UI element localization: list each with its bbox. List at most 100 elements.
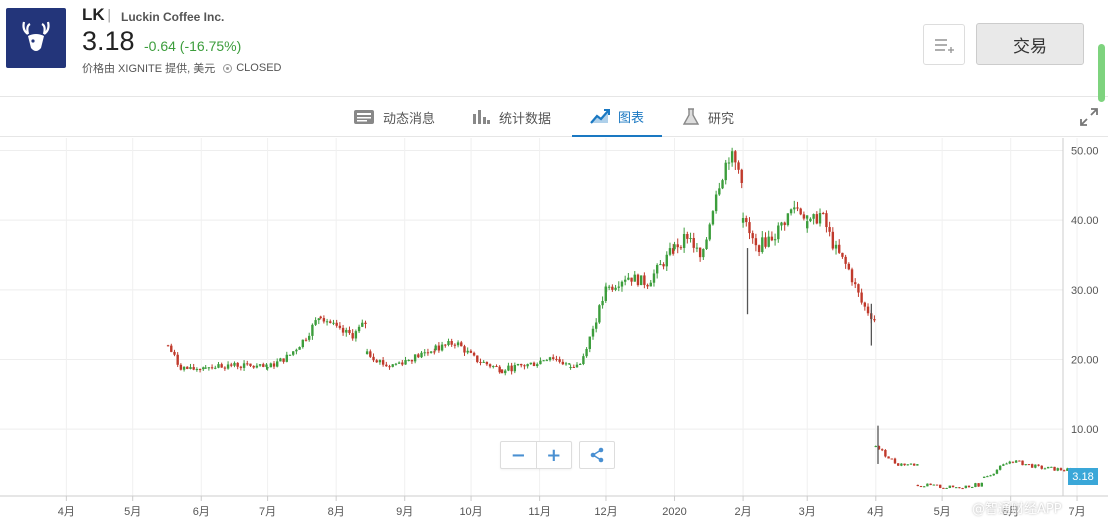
candle-body xyxy=(329,321,332,323)
add-to-watchlist-button[interactable] xyxy=(923,24,965,65)
candle-body xyxy=(513,365,517,372)
candle-body xyxy=(942,487,945,489)
zoom-out-button[interactable]: − xyxy=(501,442,537,468)
candle-body xyxy=(265,364,268,367)
candle-body xyxy=(874,446,877,448)
candle-body xyxy=(381,360,385,365)
candle-body xyxy=(841,252,844,257)
candle-body xyxy=(802,214,806,219)
candle-body xyxy=(745,218,748,223)
candle-body xyxy=(815,214,819,224)
x-tick-label: 7月 xyxy=(259,506,276,518)
candle-body xyxy=(166,345,170,347)
candle-body xyxy=(923,486,926,488)
candle-body xyxy=(510,365,513,372)
candle-body xyxy=(426,352,430,354)
candle-body xyxy=(757,245,761,253)
candle-body xyxy=(407,359,410,361)
candle-body xyxy=(916,464,919,466)
candle-body xyxy=(1046,466,1050,469)
candle-body xyxy=(319,316,322,319)
candle-body xyxy=(636,274,640,286)
expand-icon[interactable] xyxy=(1079,107,1099,127)
candle-body xyxy=(308,335,311,340)
candle-body xyxy=(1040,465,1043,469)
news-icon xyxy=(354,110,374,124)
candle-body xyxy=(737,162,740,170)
candle-body xyxy=(388,366,391,368)
candle-body xyxy=(877,446,881,450)
candle-body xyxy=(492,366,495,368)
candle-body xyxy=(727,162,731,164)
candle-body xyxy=(397,362,401,364)
x-tick-label: 2020 xyxy=(662,506,686,518)
candlestick-chart[interactable]: 50.00 40.00 30.00 20.00 10.00 4月 5月 6月 7月 8月 9月 10月… xyxy=(0,138,1108,523)
candle-body xyxy=(989,475,992,477)
candle-body xyxy=(982,476,986,478)
candle-body xyxy=(292,351,295,355)
candle-body xyxy=(1034,464,1037,468)
candle-body xyxy=(266,367,269,369)
candle-body xyxy=(754,238,758,246)
candle-body xyxy=(578,363,582,365)
candle-body xyxy=(450,340,453,345)
candle-body xyxy=(796,207,799,209)
candle-body xyxy=(1011,461,1015,463)
x-tick-label: 5月 xyxy=(124,506,141,518)
candle-body xyxy=(662,264,665,267)
candle-body xyxy=(433,351,436,353)
candle-body xyxy=(552,357,555,359)
candle-body xyxy=(516,363,520,366)
candle-body xyxy=(1062,470,1066,472)
x-tick-label: 11月 xyxy=(528,506,550,518)
price-chart[interactable]: 50.00 40.00 30.00 20.00 10.00 4月 5月 6月 7月 8月 9月 10月… xyxy=(0,138,1108,523)
candle-body xyxy=(825,213,828,228)
candle-body xyxy=(873,319,876,321)
x-tick-label: 9月 xyxy=(396,506,413,518)
tab-news[interactable]: 动态消息 xyxy=(353,97,443,137)
scrollbar-thumb[interactable] xyxy=(1098,44,1105,102)
candle-body xyxy=(958,487,961,489)
candle-body xyxy=(564,363,568,365)
candle-body xyxy=(301,339,305,348)
trade-button[interactable]: 交易 xyxy=(976,23,1084,65)
candle-body xyxy=(630,277,633,282)
candle-body xyxy=(789,209,793,214)
candle-body xyxy=(437,345,441,351)
tab-research[interactable]: 研究 xyxy=(682,97,752,137)
share-button[interactable] xyxy=(579,441,615,469)
candle-body xyxy=(740,169,743,183)
candle-body xyxy=(748,222,751,234)
candle-body xyxy=(440,344,444,351)
candle-body xyxy=(668,248,672,255)
candle-body xyxy=(838,244,841,253)
candle-body xyxy=(282,358,285,362)
candle-body xyxy=(1018,460,1021,462)
zoom-in-button[interactable]: + xyxy=(546,444,562,466)
candle-body xyxy=(679,247,683,249)
candle-body xyxy=(258,364,262,366)
candle-body xyxy=(262,364,265,367)
tab-chart[interactable]: 图表 xyxy=(572,97,662,137)
candle-body xyxy=(1066,468,1069,471)
candle-body xyxy=(217,364,220,368)
tab-bar: 动态消息 统计数据 图表 研究 xyxy=(0,97,1108,137)
candle-body xyxy=(741,218,745,223)
tab-news-label: 动态消息 xyxy=(383,111,436,127)
x-tick-label: 6月 xyxy=(193,506,210,518)
candle-body xyxy=(847,263,851,270)
tab-stats[interactable]: 统计数据 xyxy=(471,97,561,137)
candle-body xyxy=(659,264,662,266)
candle-body xyxy=(903,463,906,466)
candle-body xyxy=(585,348,588,357)
candle-body xyxy=(413,354,417,362)
candle-body xyxy=(1014,460,1018,463)
candle-body xyxy=(805,215,809,219)
candle-body xyxy=(998,465,1002,470)
y-tick-label: 50.00 xyxy=(1071,146,1099,158)
candle-body xyxy=(539,360,542,365)
y-tick-label: 20.00 xyxy=(1071,354,1099,366)
candle-body xyxy=(285,354,289,362)
candle-body xyxy=(887,456,890,459)
candle-body xyxy=(770,236,774,241)
